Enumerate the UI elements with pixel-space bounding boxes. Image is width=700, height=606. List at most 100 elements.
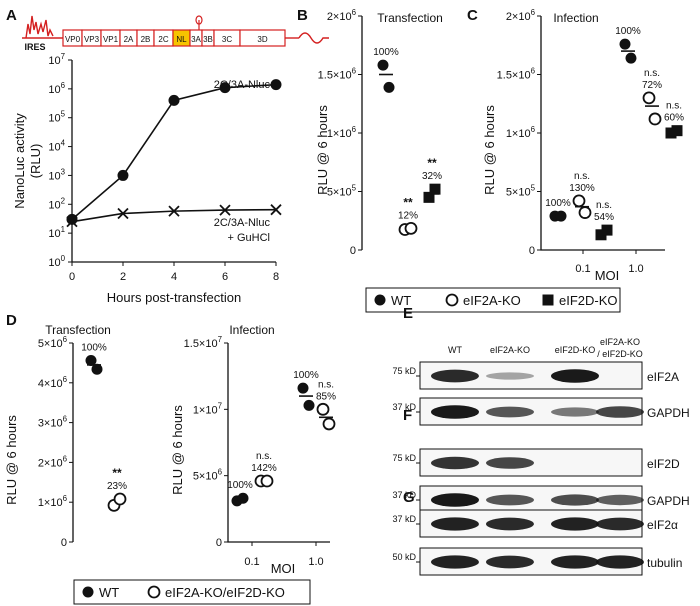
panel-d: D Transfection RLU @ 6 hours 0 1×106 2×106 3×1… bbox=[4, 312, 336, 576]
data-point bbox=[66, 216, 78, 228]
blot-band bbox=[431, 493, 479, 507]
genome-segment-label: VP3 bbox=[84, 35, 100, 44]
genome-schematic: IRES VP0 VP3 VP1 2A 2B 2C NL 3A 3B 3C 3D bbox=[22, 15, 329, 52]
genome-segment-label: VP0 bbox=[65, 35, 81, 44]
panel-label-g: G bbox=[403, 489, 415, 506]
genome-segment-label: NL bbox=[176, 35, 187, 44]
significance-label: ** bbox=[403, 195, 413, 209]
tick-label-y: 5×106 bbox=[193, 468, 223, 483]
panel-label-c: C bbox=[467, 7, 478, 24]
tick-label-x: 1.0 bbox=[628, 263, 643, 275]
data-point bbox=[237, 492, 249, 504]
data-point bbox=[117, 169, 129, 181]
data-point bbox=[270, 79, 282, 91]
data-point bbox=[665, 127, 677, 139]
x-stroke bbox=[66, 216, 78, 228]
genome-segment-label: 2C bbox=[158, 35, 168, 44]
panel-c: C Infection RLU @ 6 hours 0 5×105 1×106 1.5×10… bbox=[467, 7, 684, 283]
tick-label-y: 101 bbox=[48, 225, 65, 240]
data-point bbox=[168, 94, 180, 106]
tick-label-y: 103 bbox=[48, 167, 65, 182]
legend-bc: WT eIF2A-KO eIF2D-KO bbox=[365, 287, 621, 313]
tick-label-y: 105 bbox=[48, 110, 65, 125]
legend-box bbox=[365, 287, 621, 313]
percent-label: 100% bbox=[81, 343, 107, 354]
y-axis-label-d1: RLU @ 6 hours bbox=[4, 415, 19, 505]
tick-label-y: 1.5×106 bbox=[318, 67, 357, 82]
percent-label: 60% bbox=[664, 113, 684, 124]
blot-band bbox=[431, 405, 479, 419]
blot-band bbox=[551, 407, 599, 417]
blot-band bbox=[551, 517, 599, 531]
percent-label: 100% bbox=[227, 480, 253, 491]
data-point bbox=[671, 125, 683, 137]
data-point bbox=[219, 82, 231, 94]
tick-label-x: 4 bbox=[171, 271, 177, 283]
mw-marker: 37 kD bbox=[392, 514, 416, 524]
data-point bbox=[168, 205, 180, 217]
blot-band bbox=[596, 555, 644, 569]
blot-band bbox=[551, 369, 599, 383]
data-point bbox=[383, 81, 395, 93]
tick-label-y: 5×106 bbox=[38, 335, 68, 350]
tick-label-x: 6 bbox=[222, 271, 228, 283]
data-point bbox=[601, 224, 613, 236]
x-axis-label-d2: MOI bbox=[271, 561, 296, 576]
tick-label-x: 8 bbox=[273, 271, 279, 283]
mw-marker: 75 kD bbox=[392, 366, 416, 376]
legend-d: WT eIF2A-KO/eIF2D-KO bbox=[73, 579, 311, 605]
x-axis-label-c: MOI bbox=[595, 268, 620, 283]
chart-title-c: Infection bbox=[553, 11, 598, 25]
mw-marker: 37 kD bbox=[392, 402, 416, 412]
data-point bbox=[66, 213, 78, 225]
legend-label: eIF2D-KO bbox=[559, 293, 618, 308]
blot-band bbox=[431, 517, 479, 531]
blot-band bbox=[486, 372, 534, 380]
significance-label: n.s. bbox=[318, 379, 334, 390]
tick-label-y: 106 bbox=[48, 81, 65, 96]
tick-label-y: 1×106 bbox=[506, 125, 536, 140]
mw-marker: 75 kD bbox=[392, 453, 416, 463]
significance-label: ** bbox=[427, 156, 437, 170]
panel-label-f: F bbox=[403, 407, 412, 424]
chart-title-b: Transfection bbox=[377, 11, 443, 25]
legend-marker bbox=[82, 586, 94, 598]
percent-label: 85% bbox=[316, 391, 336, 402]
data-point bbox=[423, 191, 435, 203]
tick-label-y: 5×105 bbox=[506, 184, 536, 199]
legend-marker bbox=[542, 294, 554, 306]
blot-band bbox=[486, 517, 534, 531]
tick-label-x: 1.0 bbox=[308, 556, 323, 568]
panel-label-d: D bbox=[6, 312, 17, 329]
data-point bbox=[270, 204, 282, 216]
data-point bbox=[113, 492, 127, 506]
legend-label: eIF2A-KO/eIF2D-KO bbox=[165, 585, 285, 600]
tick-label-y: 0 bbox=[216, 537, 222, 549]
data-point bbox=[619, 38, 631, 50]
tick-label-y: 2×106 bbox=[506, 8, 536, 23]
tick-label-x: 0 bbox=[69, 271, 75, 283]
lane-label: / eIF2D-KO bbox=[597, 349, 643, 359]
panel-label-b: B bbox=[297, 7, 308, 24]
series-label-nluc: 2C/3A-Nluc bbox=[214, 79, 271, 91]
data-point bbox=[595, 229, 607, 241]
cre-stemloop bbox=[195, 15, 203, 30]
legend-marker bbox=[147, 585, 161, 599]
tick-label-y: 1.5×107 bbox=[184, 335, 222, 350]
significance-label: n.s. bbox=[644, 68, 660, 79]
tick-label-y: 0 bbox=[529, 245, 535, 257]
tick-label-x: 0.1 bbox=[244, 556, 259, 568]
tick-label-y: 2×106 bbox=[38, 454, 68, 469]
panel-label-e: E bbox=[403, 305, 413, 322]
blot-label: eIF2α bbox=[647, 518, 678, 532]
legend-label: WT bbox=[99, 585, 119, 600]
tick-label-y: 1×106 bbox=[327, 125, 357, 140]
legend-label: WT bbox=[391, 293, 411, 308]
blot-band bbox=[486, 457, 534, 469]
mw-marker: 50 kD bbox=[392, 552, 416, 562]
genome-segment-label: 3D bbox=[257, 35, 267, 44]
data-point bbox=[555, 210, 567, 222]
data-point bbox=[85, 355, 97, 367]
data-point bbox=[429, 183, 441, 195]
